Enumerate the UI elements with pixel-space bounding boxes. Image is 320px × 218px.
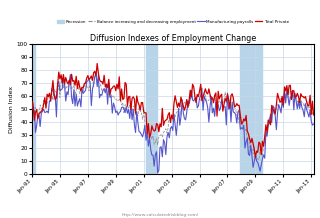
Bar <box>240 44 262 174</box>
Bar <box>146 44 156 174</box>
Legend: Recession, Balance increasing and decreasing employment, Manufacturing payrolls,: Recession, Balance increasing and decrea… <box>57 20 289 24</box>
Y-axis label: Diffusion Index: Diffusion Index <box>9 85 14 133</box>
Bar <box>32 44 36 174</box>
Title: Diffusion Indexes of Employment Change: Diffusion Indexes of Employment Change <box>90 34 256 43</box>
Text: http://www.calculatedriskblog.com/: http://www.calculatedriskblog.com/ <box>121 213 199 217</box>
